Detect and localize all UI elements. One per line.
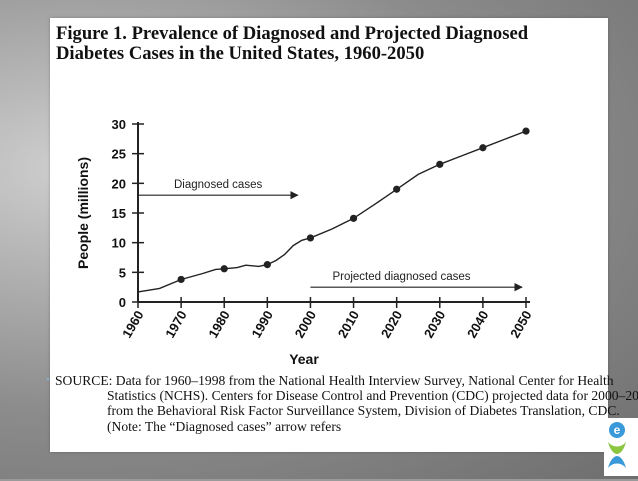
y-tick-label: 0 [119,295,126,310]
data-point [263,261,271,269]
data-point [220,265,228,273]
data-point [349,214,358,222]
logo-leaf-bottom [608,456,626,468]
figure-page: Figure 1. Prevalence of Diagnosed and Pr… [50,18,638,452]
data-point [436,160,444,168]
data-point [306,234,315,242]
x-tick-label: 2030 [421,308,448,341]
x-axis-title: Year [289,351,319,367]
x-tick-label: 2050 [507,308,534,341]
slide-bullet [47,378,49,380]
x-tick-label: 2020 [378,308,405,341]
x-tick-label: 1990 [248,308,275,341]
logo-icon: e [608,422,626,468]
data-point [177,275,185,284]
annotation-label: Projected diagnosed cases [332,271,470,283]
brand-logo: e [604,418,638,476]
y-tick-label: 30 [112,117,126,132]
figure-title: Figure 1. Prevalence of Diagnosed and Pr… [56,23,529,64]
x-tick-label: 2010 [335,308,362,341]
y-tick-label: 15 [112,206,126,221]
annotation-label: Diagnosed cases [174,179,262,191]
y-tick-label: 20 [112,176,126,191]
x-tick-label: 1980 [205,308,232,341]
y-tick-label: 25 [112,147,126,162]
logo-leaf-top [608,442,626,454]
data-point [479,144,487,152]
data-point [522,127,530,135]
series-line [137,130,527,293]
data-point [393,185,401,193]
logo-letter: e [614,423,621,437]
logo-circle [609,422,625,438]
source-note: SOURCE: Data for 1960–1998 from the Nati… [55,373,638,434]
y-tick-label: 5 [119,265,126,280]
x-tick-label: 2040 [464,308,491,341]
x-tick-label: 1960 [119,308,146,341]
y-tick-label: 10 [112,236,126,251]
y-axis-title: People (millions) [75,157,91,269]
x-tick-label: 1970 [162,308,189,341]
x-tick-label: 2000 [292,308,319,341]
